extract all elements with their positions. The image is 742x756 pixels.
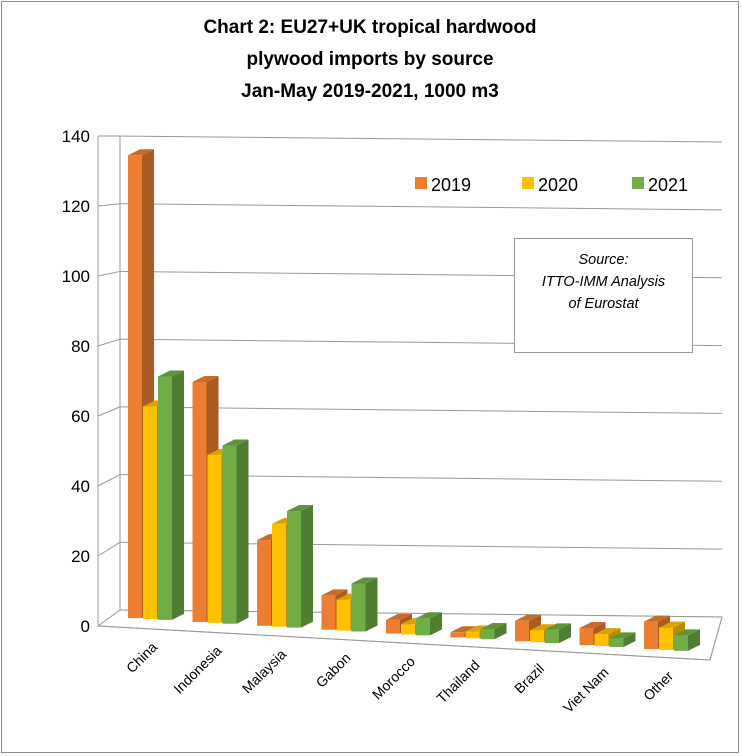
y-tick-label: 0 bbox=[81, 617, 90, 636]
bar-side bbox=[430, 612, 442, 636]
bar-top bbox=[321, 589, 348, 596]
bar-side bbox=[623, 632, 636, 647]
source-note-box: Source: ITTO-IMM Analysis of Eurostat bbox=[514, 238, 693, 353]
bar-top bbox=[222, 439, 249, 446]
bar-side bbox=[172, 370, 184, 620]
floor-right-edge bbox=[709, 616, 723, 661]
y-tick-label: 40 bbox=[71, 477, 90, 496]
x-tick-label: Morocco bbox=[369, 653, 418, 702]
bar-side bbox=[559, 623, 571, 644]
x-tick-label: Thailand bbox=[433, 657, 482, 706]
bar bbox=[465, 631, 480, 639]
chart-title-line-3: Jan-May 2019-2021, 1000 m3 bbox=[241, 81, 499, 102]
gridline bbox=[119, 135, 723, 143]
bar-top bbox=[416, 612, 442, 619]
bar bbox=[321, 595, 336, 630]
bar bbox=[515, 620, 529, 642]
bar-top bbox=[128, 149, 154, 156]
bar bbox=[609, 638, 624, 647]
bar-top bbox=[609, 632, 636, 639]
x-tick-label: Viet Nam bbox=[560, 664, 612, 716]
bar-top bbox=[386, 613, 412, 620]
bar bbox=[272, 523, 286, 627]
bar bbox=[222, 445, 237, 624]
gridline-depth bbox=[97, 338, 121, 347]
bar bbox=[450, 632, 465, 638]
bar bbox=[480, 628, 495, 640]
bar bbox=[644, 621, 658, 650]
bar-side bbox=[494, 622, 507, 640]
bar-top bbox=[674, 629, 700, 636]
bar bbox=[158, 376, 172, 620]
bar-top bbox=[530, 624, 556, 631]
source-note-line-2: ITTO-IMM Analysis bbox=[541, 274, 666, 290]
bar-side bbox=[236, 439, 249, 624]
chart-title-line-1: Chart 2: EU27+UK tropical hardwood bbox=[203, 17, 537, 38]
source-note-line-3: of Eurostat bbox=[568, 296, 639, 312]
legend-label: 2020 bbox=[538, 175, 578, 195]
x-tick-label: Other bbox=[640, 667, 676, 703]
bar bbox=[287, 511, 301, 628]
bar bbox=[351, 583, 366, 632]
legend-label: 2019 bbox=[431, 175, 471, 195]
gridline bbox=[119, 203, 723, 211]
legend-swatch bbox=[522, 177, 534, 189]
bar-top bbox=[594, 628, 621, 635]
y-tick-label: 120 bbox=[62, 197, 90, 216]
bar-side bbox=[688, 629, 700, 651]
bar-top bbox=[515, 614, 541, 621]
bar bbox=[386, 619, 400, 634]
bar-top bbox=[351, 577, 378, 584]
bar-top bbox=[545, 623, 571, 630]
bar bbox=[545, 629, 559, 644]
bar bbox=[207, 454, 222, 623]
bar-top bbox=[659, 621, 685, 628]
gridline-depth bbox=[97, 406, 121, 417]
x-tick-label: Malaysia bbox=[239, 646, 290, 697]
y-tick-label: 80 bbox=[71, 337, 90, 356]
bar bbox=[530, 630, 544, 643]
x-tick-label: Indonesia bbox=[170, 642, 224, 696]
y-tick-label: 60 bbox=[71, 407, 90, 426]
legend-label: 2021 bbox=[648, 175, 688, 195]
bar-top bbox=[287, 505, 313, 512]
bar bbox=[674, 635, 688, 651]
gridline-depth bbox=[97, 203, 121, 207]
gridline-depth bbox=[97, 541, 121, 557]
bar bbox=[659, 627, 673, 650]
bar bbox=[192, 381, 207, 622]
legend-swatch bbox=[632, 177, 644, 189]
y-tick-label: 140 bbox=[62, 127, 90, 146]
bar-top bbox=[579, 622, 606, 629]
bar bbox=[336, 599, 351, 631]
x-tick-label: China bbox=[123, 639, 160, 676]
source-note-line-1: Source: bbox=[578, 252, 629, 268]
chart-title-line-2: plywood imports by source bbox=[246, 49, 494, 70]
bar-side bbox=[365, 577, 378, 632]
bar-top bbox=[480, 622, 507, 629]
bar bbox=[401, 624, 415, 635]
bar-side bbox=[301, 505, 313, 628]
chart-title: Chart 2: EU27+UK tropical hardwood plywo… bbox=[60, 12, 680, 108]
gridline-depth bbox=[97, 474, 121, 487]
gridline-depth bbox=[97, 270, 121, 277]
bar-top bbox=[158, 370, 184, 377]
gridline bbox=[119, 406, 723, 414]
bar bbox=[579, 628, 594, 646]
bar bbox=[257, 540, 271, 626]
bar-top bbox=[644, 615, 670, 622]
bar bbox=[594, 634, 609, 647]
x-axis-line bbox=[97, 625, 711, 661]
bar-top bbox=[192, 375, 219, 382]
legend-swatch bbox=[415, 177, 427, 189]
y-tick-label: 100 bbox=[62, 267, 90, 286]
bar-top bbox=[450, 626, 477, 633]
bar bbox=[128, 155, 142, 619]
x-tick-label: Brazil bbox=[511, 660, 547, 696]
bar bbox=[143, 406, 157, 619]
y-tick-label: 20 bbox=[71, 547, 90, 566]
bar bbox=[416, 618, 430, 636]
x-tick-label: Gabon bbox=[313, 650, 354, 691]
